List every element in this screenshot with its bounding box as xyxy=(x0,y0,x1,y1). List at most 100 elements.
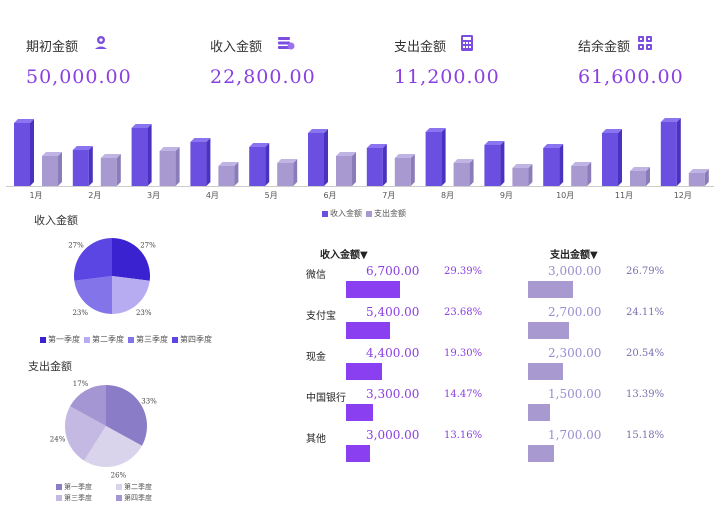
expense-column-header[interactable]: 支出金额▼ xyxy=(550,250,598,261)
income-bar xyxy=(602,129,622,186)
expense-bar-fill xyxy=(528,281,573,298)
income-pct: 14.47% xyxy=(444,389,483,400)
expense-bar xyxy=(277,159,298,186)
pie-label: 24% xyxy=(50,435,66,443)
legend-item: 第三季度 xyxy=(56,493,116,503)
pie-label: 17% xyxy=(73,380,89,388)
expense-pie-title: 支出金额 xyxy=(28,360,72,373)
bar-chart-legend: 收入金额 支出金额 xyxy=(322,208,406,219)
x-tick-label: 8月 xyxy=(441,191,454,200)
income-value: 3,300.00 xyxy=(366,387,420,401)
income-bar xyxy=(425,128,446,186)
kpi-label: 支出金额 xyxy=(394,40,447,55)
expense-value: 2,700.00 xyxy=(548,305,602,319)
expense-pie-legend: 第一季度 第二季度 第三季度 第四季度 xyxy=(56,482,176,503)
kpi-value: 50,000.00 xyxy=(26,66,132,88)
expense-value: 3,000.00 xyxy=(548,264,602,278)
expense-pct: 20.54% xyxy=(626,348,665,359)
pie-slice xyxy=(112,238,150,281)
x-tick-label: 4月 xyxy=(206,191,219,200)
expense-bar xyxy=(336,152,356,186)
grid-icon xyxy=(638,36,652,50)
kpi-income-total: 收入金额 22,800.00 xyxy=(210,30,380,100)
pie-label: 27% xyxy=(68,241,84,249)
expense-bar xyxy=(688,169,709,186)
income-bar xyxy=(484,141,505,186)
expense-bar xyxy=(453,159,474,186)
income-value: 3,000.00 xyxy=(366,428,420,442)
kpi-expense-total: 支出金额 11,200.00 xyxy=(394,30,564,100)
legend-item-income: 收入金额 xyxy=(322,208,362,219)
income-value: 5,400.00 xyxy=(366,305,420,319)
income-bar xyxy=(366,144,387,186)
kpi-balance: 结余金额 61,600.00 xyxy=(578,30,720,100)
expense-bar xyxy=(571,162,592,186)
expense-pct: 13.39% xyxy=(626,389,665,400)
kpi-opening-balance: 期初金额 50,000.00 xyxy=(26,30,196,100)
income-pct: 23.68% xyxy=(444,307,483,318)
income-bar xyxy=(308,129,328,186)
expense-pct: 24.11% xyxy=(626,307,665,318)
income-bar xyxy=(190,138,211,186)
pie-label: 27% xyxy=(140,241,156,249)
income-bar xyxy=(131,124,152,186)
expense-bar xyxy=(100,154,121,186)
income-column-header[interactable]: 收入金额▼ xyxy=(320,250,368,261)
income-bar-fill xyxy=(346,363,382,380)
expense-bar xyxy=(394,154,415,186)
kpi-label: 结余金额 xyxy=(578,40,631,55)
expense-pct: 15.18% xyxy=(626,430,665,441)
x-tick-label: 5月 xyxy=(265,191,278,200)
income-pie-legend: 第一季度 第二季度 第三季度 第四季度 xyxy=(40,334,212,345)
expense-value: 1,500.00 xyxy=(548,387,602,401)
income-bar xyxy=(543,144,564,186)
legend-item-expense: 支出金额 xyxy=(366,208,406,219)
income-quarter-pie: 27% 23% 23% 27% xyxy=(68,238,156,317)
legend-item: 第四季度 xyxy=(116,493,176,503)
income-bar-fill xyxy=(346,322,390,339)
channel-label: 其他 xyxy=(306,434,326,445)
expense-pct: 26.79% xyxy=(626,266,665,277)
pie-label: 23% xyxy=(136,309,152,317)
expense-bar-fill xyxy=(528,322,569,339)
channel-label: 支付宝 xyxy=(306,311,336,322)
income-bar-fill xyxy=(346,281,401,298)
income-bar xyxy=(249,143,270,186)
expense-bar-fill xyxy=(528,404,551,421)
pie-label: 26% xyxy=(111,471,127,479)
monthly-bar-chart: 1月 2月 3月 4月 5月 6月 7月 8月 9月 10月 11月 12月 xyxy=(6,118,714,200)
pie-slice xyxy=(112,276,150,314)
income-bar-fill xyxy=(346,404,373,421)
pie-slice xyxy=(74,238,112,281)
coins-icon xyxy=(278,37,295,50)
channel-label: 现金 xyxy=(306,352,326,363)
x-tick-label: 3月 xyxy=(147,191,160,200)
income-bar xyxy=(14,119,34,186)
income-value: 4,400.00 xyxy=(366,346,420,360)
income-pct: 13.16% xyxy=(444,430,483,441)
expense-value: 2,300.00 xyxy=(548,346,602,360)
pie-slice xyxy=(70,385,106,426)
x-tick-label: 11月 xyxy=(615,191,633,200)
kpi-value: 61,600.00 xyxy=(578,66,684,88)
income-bar xyxy=(72,146,93,186)
income-value: 6,700.00 xyxy=(366,264,420,278)
legend-item: 第一季度 xyxy=(56,482,116,492)
expense-bar xyxy=(630,167,650,186)
pie-slice xyxy=(106,385,147,446)
x-tick-label: 6月 xyxy=(323,191,336,200)
x-tick-label: 7月 xyxy=(382,191,395,200)
expense-quarter-pie: 33% 26% 24% 17% xyxy=(50,380,157,479)
expense-bar-fill xyxy=(528,445,554,462)
legend-item: 第二季度 xyxy=(84,334,124,345)
x-tick-label: 2月 xyxy=(88,191,101,200)
kpi-label: 期初金额 xyxy=(26,40,79,55)
pie-slice xyxy=(74,276,112,314)
pie-slice xyxy=(84,426,142,467)
kpi-label: 收入金额 xyxy=(210,40,263,55)
expense-bar xyxy=(159,147,180,186)
pie-slice xyxy=(65,406,106,461)
pie-label: 23% xyxy=(72,309,88,317)
income-pct: 29.39% xyxy=(444,266,483,277)
expense-value: 1,700.00 xyxy=(548,428,602,442)
